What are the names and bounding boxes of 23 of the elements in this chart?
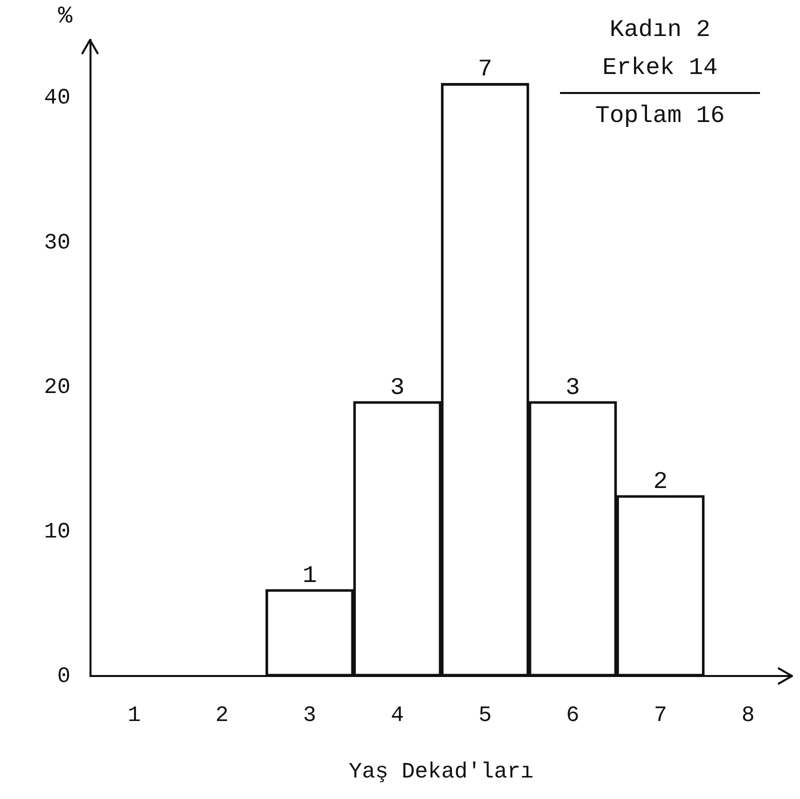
x-tick-label: 2 xyxy=(215,703,229,728)
y-tick-label: 20 xyxy=(44,374,70,400)
annotation: 1 xyxy=(302,562,317,590)
x-tick-label: 6 xyxy=(566,703,580,728)
y-tick-label: 30 xyxy=(44,230,70,256)
x-tick-label: 5 xyxy=(478,703,492,728)
x-tick-label: 7 xyxy=(654,703,668,728)
annotation: 7 xyxy=(478,56,492,84)
x-tick-label: 4 xyxy=(390,703,404,728)
annotation: Erkek 14 xyxy=(601,54,719,84)
annotation: 2 xyxy=(653,468,668,496)
x-tick-label: 8 xyxy=(742,703,755,728)
x-tick-label: 1 xyxy=(128,703,141,728)
annotation: 3 xyxy=(390,374,405,402)
annotation: Kadın 2 xyxy=(608,16,712,46)
y-tick-label: 40 xyxy=(44,86,70,111)
x-axis-title: Yaş Dekad'ları xyxy=(348,760,534,785)
x-tick-label: 3 xyxy=(303,703,316,728)
y-axis-title: % xyxy=(58,3,73,30)
annotation: 3 xyxy=(566,374,580,402)
annotation: Toplam 16 xyxy=(594,102,726,132)
y-tick-label: 0 xyxy=(57,664,70,690)
y-tick-label: 10 xyxy=(44,519,70,544)
